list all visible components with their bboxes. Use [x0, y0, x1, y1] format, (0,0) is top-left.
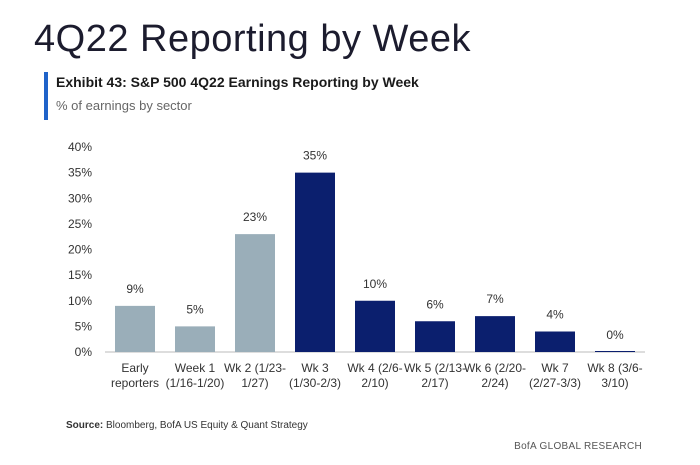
x-tick-label: Wk 3	[301, 361, 329, 375]
x-tick-label: reporters	[111, 376, 159, 390]
x-tick-label: Wk 6 (2/20-	[464, 361, 526, 375]
y-tick-label: 40%	[68, 140, 92, 154]
x-tick-label: Week 1	[175, 361, 216, 375]
exhibit-subtitle: % of earnings by sector	[56, 98, 192, 113]
bar-chart: 0% 5% 10% 15% 20% 25% 30% 35% 40% 9% Earlyreporter…	[68, 140, 645, 390]
y-tick-label: 5%	[75, 319, 93, 333]
bar	[355, 300, 395, 352]
x-tick-label: 2/17)	[421, 376, 448, 390]
bar	[175, 326, 215, 352]
y-tick-label: 30%	[68, 191, 92, 205]
y-tick-label: 25%	[68, 217, 92, 231]
exhibit-title: Exhibit 43: S&P 500 4Q22 Earnings Report…	[56, 74, 419, 90]
bar	[115, 305, 155, 352]
x-tick-label: Early	[121, 361, 148, 375]
data-label: 35%	[303, 149, 327, 163]
brand-footer: BofA GLOBAL RESEARCH	[514, 441, 642, 452]
x-tick-label: 2/24)	[481, 376, 508, 390]
data-label: 6%	[426, 297, 444, 311]
x-tick-label: (1/30-2/3)	[289, 376, 341, 390]
y-tick-label: 35%	[68, 166, 92, 180]
page-title: 4Q22 Reporting by Week	[34, 18, 471, 60]
y-tick-label: 0%	[75, 345, 93, 359]
x-tick-label: 1/27)	[241, 376, 268, 390]
data-label: 0%	[606, 328, 624, 342]
data-label: 10%	[363, 277, 387, 291]
x-tick-label: Wk 4 (2/6-	[347, 361, 402, 375]
data-label: 23%	[243, 210, 267, 224]
y-tick-label: 20%	[68, 243, 92, 257]
data-label: 4%	[546, 308, 564, 322]
exhibit-accent-bar	[44, 72, 48, 120]
bar	[475, 316, 515, 352]
bar	[415, 321, 455, 352]
x-tick-label: Wk 7	[541, 361, 569, 375]
x-tick-label: Wk 8 (3/6-	[587, 361, 642, 375]
data-label: 7%	[486, 292, 504, 306]
x-tick-label: (1/16-1/20)	[166, 376, 225, 390]
x-tick-label: 2/10)	[361, 376, 388, 390]
bar	[535, 331, 575, 352]
x-tick-label: Wk 2 (1/23-	[224, 361, 286, 375]
bar	[595, 351, 635, 352]
data-label: 5%	[186, 302, 204, 316]
source-text: Bloomberg, BofA US Equity & Quant Strate…	[106, 420, 308, 431]
data-label: 9%	[126, 282, 144, 296]
bar	[295, 172, 335, 352]
y-tick-label: 15%	[68, 268, 92, 282]
source-note: Source: Bloomberg, BofA US Equity & Quan…	[66, 420, 308, 431]
x-tick-label: 3/10)	[601, 376, 628, 390]
y-tick-label: 10%	[68, 294, 92, 308]
bar	[235, 234, 275, 352]
x-tick-label: (2/27-3/3)	[529, 376, 581, 390]
source-label: Source:	[66, 420, 104, 431]
x-tick-label: Wk 5 (2/13-	[404, 361, 466, 375]
